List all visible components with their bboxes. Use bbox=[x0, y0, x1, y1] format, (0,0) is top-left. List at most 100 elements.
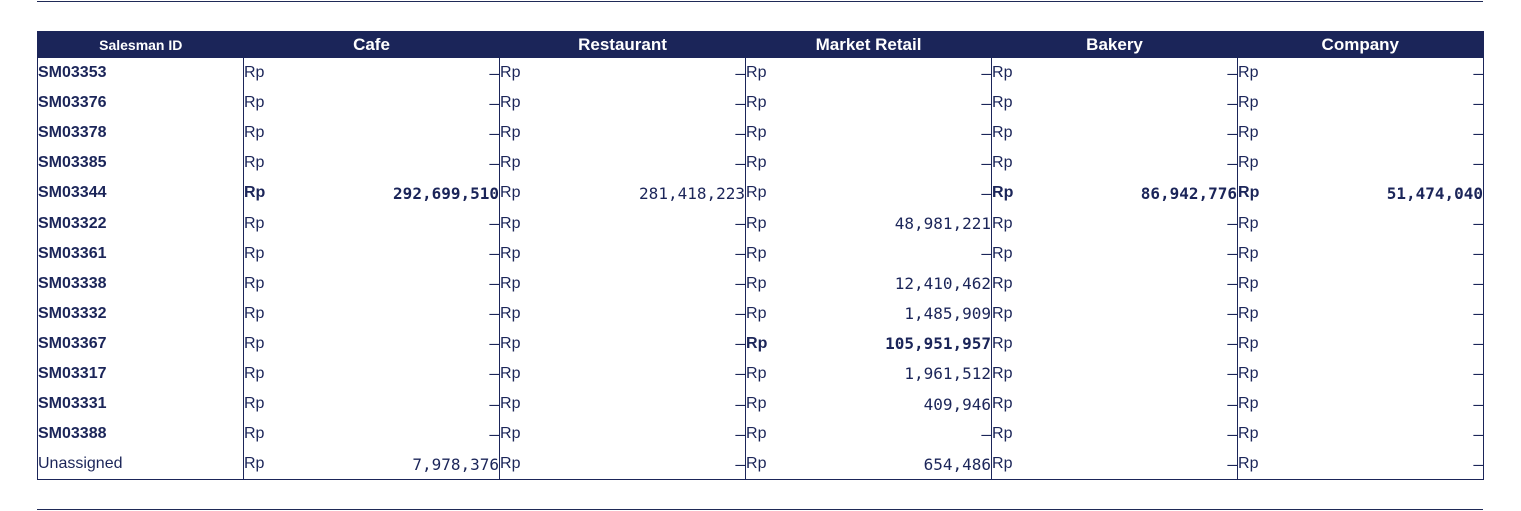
amount-cell: 1,485,909 bbox=[904, 304, 992, 324]
amount-cell: 51,474,040 bbox=[1386, 183, 1484, 203]
amount-cell: – bbox=[1227, 123, 1238, 143]
currency-label: Rp bbox=[499, 88, 600, 119]
table-row: SM03332 Rp – Rp – Rp 1,485,909 Rp – Rp – bbox=[38, 298, 1484, 329]
currency-label: Rp bbox=[499, 268, 600, 299]
currency-label: Rp bbox=[1237, 449, 1338, 480]
amount-cell: – bbox=[489, 214, 500, 234]
currency-label: Rp bbox=[745, 358, 846, 390]
currency-label: Rp bbox=[243, 389, 344, 420]
column-header-company: Company bbox=[1237, 31, 1484, 58]
currency-label: Rp bbox=[745, 298, 846, 329]
amount-cell: – bbox=[1227, 364, 1238, 384]
salesman-id-cell: SM03331 bbox=[38, 395, 107, 413]
currency-label: Rp bbox=[243, 419, 344, 450]
table-row: SM03322 Rp – Rp – Rp 48,981,221 Rp – Rp – bbox=[38, 208, 1484, 239]
amount-cell: – bbox=[1227, 274, 1238, 294]
column-header-market-retail: Market Retail bbox=[745, 31, 992, 58]
table-row: SM03376 Rp – Rp – Rp – Rp – Rp – bbox=[38, 88, 1484, 119]
amount-cell: – bbox=[489, 123, 500, 143]
currency-label: Rp bbox=[1237, 58, 1338, 89]
salesman-id-cell: SM03376 bbox=[38, 94, 107, 112]
currency-label: Rp bbox=[499, 328, 600, 359]
currency-label: Rp bbox=[991, 268, 1092, 299]
salesman-id-cell: SM03385 bbox=[38, 154, 107, 172]
currency-label: Rp bbox=[499, 178, 600, 209]
amount-cell: – bbox=[981, 183, 992, 203]
currency-label: Rp bbox=[745, 148, 846, 179]
currency-label: Rp bbox=[499, 208, 600, 239]
amount-cell: – bbox=[1473, 93, 1484, 113]
amount-cell: – bbox=[489, 274, 500, 294]
currency-label: Rp bbox=[499, 118, 600, 149]
currency-label: Rp bbox=[991, 328, 1092, 359]
table-row: Unassigned Rp 7,978,376 Rp – Rp 654,486 Rp – Rp – bbox=[38, 449, 1484, 480]
currency-label: Rp bbox=[243, 148, 344, 179]
amount-cell: – bbox=[981, 153, 992, 173]
amount-cell: – bbox=[735, 153, 746, 173]
salesman-id-cell: SM03338 bbox=[38, 274, 107, 292]
currency-label: Rp bbox=[499, 58, 600, 89]
amount-cell: 105,951,957 bbox=[885, 334, 992, 354]
salesman-id-cell: SM03353 bbox=[38, 64, 107, 82]
amount-cell: – bbox=[489, 153, 500, 173]
amount-cell: 292,699,510 bbox=[393, 183, 500, 203]
currency-label: Rp bbox=[991, 389, 1092, 420]
currency-label: Rp bbox=[1237, 208, 1338, 239]
currency-label: Rp bbox=[991, 208, 1092, 239]
currency-label: Rp bbox=[991, 238, 1092, 269]
amount-cell: – bbox=[1473, 364, 1484, 384]
amount-cell: 409,946 bbox=[923, 394, 992, 414]
currency-label: Rp bbox=[745, 238, 846, 269]
salesman-id-cell: SM03344 bbox=[38, 184, 107, 202]
amount-cell: – bbox=[735, 364, 746, 384]
currency-label: Rp bbox=[499, 389, 600, 420]
currency-label: Rp bbox=[991, 88, 1092, 119]
amount-cell: – bbox=[735, 244, 746, 264]
currency-label: Rp bbox=[745, 419, 846, 450]
amount-cell: – bbox=[981, 93, 992, 113]
table-row: SM03338 Rp – Rp – Rp 12,410,462 Rp – Rp – bbox=[38, 268, 1484, 299]
table-body: SM03353 Rp – Rp – Rp – Rp – Rp – SM03376 Rp – Rp – Rp – Rp… bbox=[38, 58, 1484, 480]
currency-label: Rp bbox=[243, 268, 344, 299]
amount-cell: – bbox=[489, 63, 500, 83]
amount-cell: 12,410,462 bbox=[894, 274, 992, 294]
table-row: SM03388 Rp – Rp – Rp – Rp – Rp – bbox=[38, 419, 1484, 450]
amount-cell: – bbox=[981, 63, 992, 83]
currency-label: Rp bbox=[1237, 419, 1338, 450]
amount-cell: – bbox=[1473, 304, 1484, 324]
amount-cell: – bbox=[1473, 244, 1484, 264]
currency-label: Rp bbox=[745, 328, 846, 359]
amount-cell: – bbox=[735, 63, 746, 83]
amount-cell: – bbox=[1473, 123, 1484, 143]
sales-table: Salesman ID Cafe Restaurant Market Retail B… bbox=[37, 31, 1485, 481]
amount-cell: – bbox=[735, 304, 746, 324]
amount-cell: – bbox=[735, 214, 746, 234]
currency-label: Rp bbox=[243, 328, 344, 359]
salesman-id-cell: SM03388 bbox=[38, 425, 107, 443]
amount-cell: – bbox=[981, 424, 992, 444]
column-header-bakery: Bakery bbox=[991, 31, 1238, 58]
amount-cell: – bbox=[1473, 214, 1484, 234]
currency-label: Rp bbox=[1237, 358, 1338, 390]
currency-label: Rp bbox=[1237, 178, 1338, 209]
currency-label: Rp bbox=[499, 449, 600, 480]
currency-label: Rp bbox=[243, 238, 344, 269]
salesman-id-cell: SM03332 bbox=[38, 304, 107, 322]
amount-cell: – bbox=[735, 274, 746, 294]
currency-label: Rp bbox=[1237, 298, 1338, 329]
table-row: SM03361 Rp – Rp – Rp – Rp – Rp – bbox=[38, 238, 1484, 269]
amount-cell: 1,961,512 bbox=[904, 364, 992, 384]
amount-cell: – bbox=[735, 424, 746, 444]
amount-cell: – bbox=[1473, 424, 1484, 444]
currency-label: Rp bbox=[243, 449, 344, 480]
amount-cell: – bbox=[1227, 63, 1238, 83]
currency-label: Rp bbox=[991, 148, 1092, 179]
currency-label: Rp bbox=[1237, 389, 1338, 420]
currency-label: Rp bbox=[745, 118, 846, 149]
currency-label: Rp bbox=[243, 358, 344, 390]
table-row: SM03344 Rp 292,699,510 Rp 281,418,223 Rp – Rp 86… bbox=[38, 178, 1484, 209]
currency-label: Rp bbox=[745, 88, 846, 119]
currency-label: Rp bbox=[499, 148, 600, 179]
bottom-rule bbox=[37, 509, 1483, 510]
amount-cell: – bbox=[1227, 304, 1238, 324]
